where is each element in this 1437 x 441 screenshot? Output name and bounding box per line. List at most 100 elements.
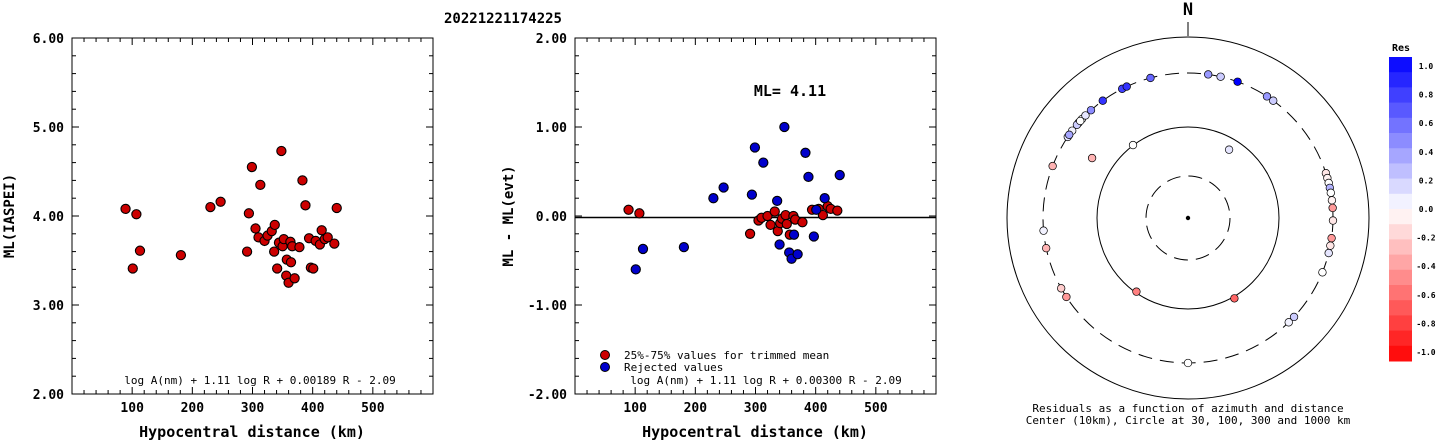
left-data-point: [285, 257, 297, 268]
middle-data-point: [779, 121, 790, 133]
middle-data-point: [797, 217, 808, 228]
legend-label-trimmed: 25%-75% values for trimmed mean: [624, 349, 829, 362]
left-x-tick-label: 300: [241, 401, 265, 416]
left-data-point: [294, 241, 305, 253]
left-data-point: [134, 245, 146, 256]
middle-chart: 100 200 300 400 500 -2.00 -1.00 0.00 1.00 2.00 ML…: [501, 32, 937, 441]
middle-y-tick-label: -1.00: [528, 299, 567, 314]
colorbar-cell: [1389, 300, 1412, 316]
left-y-tick-label: 2.00: [33, 388, 64, 403]
middle-data-point: [800, 147, 811, 158]
left-data-point: [289, 273, 300, 284]
colorbar-cell: [1389, 117, 1412, 134]
polar-residual-point: [1262, 92, 1272, 101]
left-data-point: [250, 223, 261, 234]
middle-data-point: [746, 189, 758, 200]
left-y-tick-label: 3.00: [33, 299, 64, 314]
middle-data-point: [744, 228, 756, 239]
middle-data-point: [718, 182, 729, 193]
middle-data-point: [623, 204, 634, 215]
polar-residual-point: [1216, 72, 1225, 81]
polar-residual-point: [1039, 226, 1048, 235]
middle-x-axis-label: Hypocentral distance (km): [642, 423, 868, 441]
left-formula: log A(nm) + 1.11 log R + 0.00189 R - 2.0…: [124, 374, 396, 387]
polar-residual-point: [1076, 116, 1085, 126]
polar-residual-point: [1065, 130, 1074, 139]
middle-x-tick-label: 200: [684, 401, 708, 416]
colorbar-tick-label: 0.4: [1419, 148, 1434, 157]
left-chart: 100 200 300 400 500 2.00 3.00 4.00 5.00 6.00 log …: [2, 32, 434, 441]
left-points: [120, 145, 342, 288]
epicenter-dot: [1185, 215, 1191, 221]
middle-data-point: [630, 264, 641, 275]
colorbar-tick-label: -0.8: [1416, 319, 1435, 328]
polar-residual-point: [1057, 284, 1066, 293]
polar-residual-point: [1048, 161, 1057, 171]
legend-marker-rejected: [600, 362, 610, 372]
middle-data-point: [834, 169, 845, 181]
middle-x-tick-label: 400: [804, 401, 828, 416]
colorbar-cell: [1389, 315, 1412, 332]
north-label: N: [1183, 0, 1193, 20]
polar-residual-point: [1098, 96, 1107, 105]
colorbar-cells: [1389, 57, 1412, 362]
left-data-point: [316, 225, 327, 236]
left-data-point: [276, 145, 287, 157]
middle-data-point: [634, 208, 645, 219]
middle-x-tick-label: 100: [623, 401, 647, 416]
colorbar-tick-label: -0.2: [1416, 234, 1435, 243]
ring-30km: [1145, 175, 1231, 261]
colorbar-cell: [1389, 224, 1412, 240]
left-y-axis-label: ML(IASPEI): [2, 174, 18, 258]
left-data-point: [127, 263, 138, 274]
ml-value-label: ML= 4.11: [754, 82, 826, 100]
left-x-tick-label: 500: [361, 401, 385, 416]
middle-data-point: [708, 193, 719, 204]
middle-data-point: [749, 142, 761, 153]
left-y-tick-label: 5.00: [33, 121, 64, 136]
middle-y-tick-label: -2.00: [528, 388, 567, 403]
colorbar-tick-label: 1.0: [1419, 62, 1434, 71]
left-data-point: [297, 175, 308, 186]
colorbar-cell: [1389, 178, 1412, 195]
middle-y-tick-label: 1.00: [536, 121, 567, 136]
middle-y-axis-label: ML - ML(evt): [501, 165, 517, 266]
left-data-point: [120, 203, 131, 215]
ring-100km: [1096, 126, 1280, 310]
polar-residual-point: [1289, 312, 1299, 322]
left-y-tick-label: 4.00: [33, 210, 64, 225]
polar-residual-point: [1324, 248, 1333, 258]
left-x-tick-label: 400: [301, 401, 325, 416]
legend-label-rejected: Rejected values: [624, 361, 723, 374]
polar-residual-point: [1318, 268, 1327, 277]
colorbar-tick-label: -0.6: [1416, 291, 1435, 300]
polar-residual-point: [1087, 153, 1097, 163]
left-data-point: [331, 202, 342, 214]
polar-residual-point: [1328, 203, 1337, 213]
polar-residual-point: [1327, 196, 1337, 205]
colorbar-cell: [1389, 269, 1412, 286]
colorbar-cell: [1389, 345, 1412, 362]
left-data-point: [308, 263, 319, 274]
polar-residual-point: [1081, 111, 1090, 120]
colorbar-tick-label: 0.2: [1419, 176, 1434, 185]
ring-1000km: [1006, 36, 1370, 400]
middle-points: [623, 121, 845, 275]
left-data-point: [246, 161, 258, 173]
colorbar-cell: [1389, 209, 1412, 225]
colorbar-cell: [1389, 239, 1412, 256]
colorbar-tick-label: 0.0: [1419, 205, 1434, 214]
middle-data-point: [817, 209, 829, 221]
left-data-point: [269, 219, 280, 231]
left-data-point: [329, 238, 340, 249]
page-title: 20221221174225: [444, 11, 562, 27]
middle-axis-ticks: 100 200 300 400 500 -2.00 -1.00 0.00 1.00 2.00: [528, 32, 936, 416]
colorbar-tick-label: -0.4: [1416, 262, 1435, 271]
middle-data-point: [819, 193, 830, 204]
left-data-point: [241, 246, 253, 257]
middle-x-tick-label: 500: [864, 401, 888, 416]
polar-residual-point: [1122, 82, 1131, 91]
colorbar-cell: [1389, 148, 1412, 164]
left-data-point: [175, 250, 187, 261]
